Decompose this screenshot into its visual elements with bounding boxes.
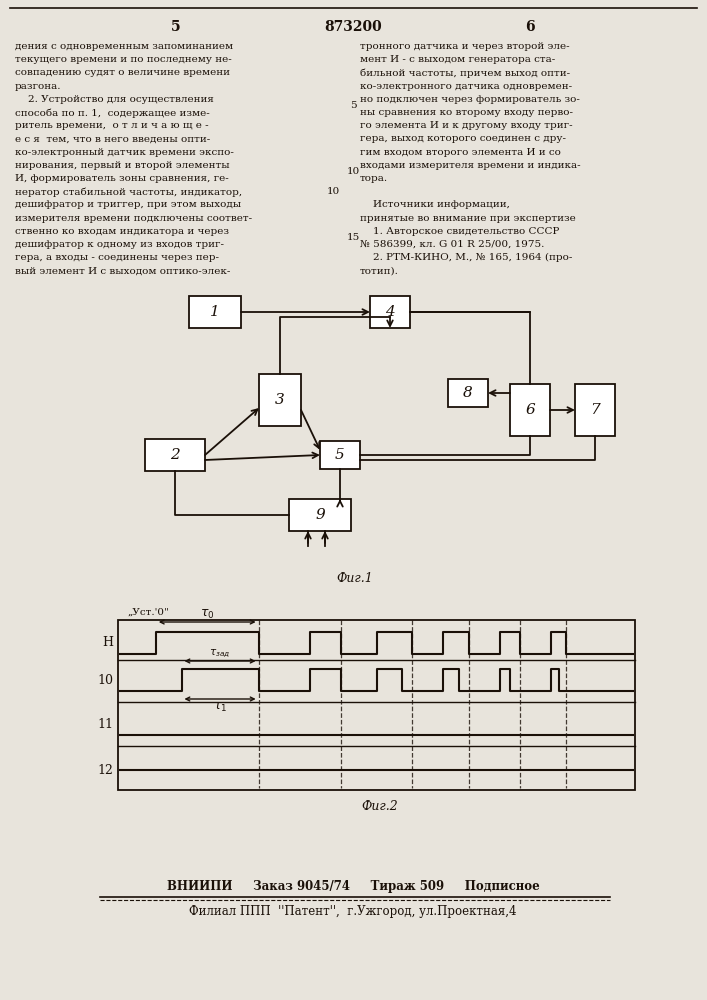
Text: 6: 6 — [525, 403, 535, 417]
Text: гим входом второго элемента И и со: гим входом второго элемента И и со — [360, 148, 561, 157]
Text: 6: 6 — [525, 20, 534, 34]
Text: совпадению судят о величине времени: совпадению судят о величине времени — [15, 68, 230, 77]
Text: текущего времени и по последнему не-: текущего времени и по последнему не- — [15, 55, 232, 64]
Text: разгона.: разгона. — [15, 82, 62, 91]
FancyBboxPatch shape — [448, 379, 488, 407]
Text: тронного датчика и через второй эле-: тронного датчика и через второй эле- — [360, 42, 570, 51]
Text: И, формирователь зоны сравнения, ге-: И, формирователь зоны сравнения, ге- — [15, 174, 229, 183]
Text: 2: 2 — [170, 448, 180, 462]
FancyBboxPatch shape — [370, 296, 410, 328]
FancyBboxPatch shape — [510, 384, 550, 436]
Text: 8: 8 — [463, 386, 473, 400]
Text: бильной частоты, причем выход опти-: бильной частоты, причем выход опти- — [360, 68, 570, 78]
Text: Н: Н — [102, 637, 113, 650]
Text: 11: 11 — [97, 718, 113, 730]
Text: 1: 1 — [210, 305, 220, 319]
Text: 10: 10 — [346, 167, 360, 176]
Text: № 586399, кл. G 01 R 25/00, 1975.: № 586399, кл. G 01 R 25/00, 1975. — [360, 240, 544, 249]
Text: ВНИИПИ     Заказ 9045/74     Тираж 509     Подписное: ВНИИПИ Заказ 9045/74 Тираж 509 Подписное — [167, 880, 539, 893]
Text: го элемента И и к другому входу триг-: го элемента И и к другому входу триг- — [360, 121, 573, 130]
Text: измерителя времени подключены соответ-: измерителя времени подключены соответ- — [15, 214, 252, 223]
Text: $\tau_0$: $\tau_0$ — [200, 608, 214, 621]
FancyBboxPatch shape — [575, 384, 615, 436]
Text: Филиал ППП  ''Патент'',  г.Ужгород, ул.Проектная,4: Филиал ППП ''Патент'', г.Ужгород, ул.Про… — [189, 905, 517, 918]
Text: $\tau_1$: $\tau_1$ — [213, 701, 227, 714]
Text: входами измерителя времени и индика-: входами измерителя времени и индика- — [360, 161, 580, 170]
Text: способа по п. 1,  содержащее изме-: способа по п. 1, содержащее изме- — [15, 108, 210, 117]
Text: 4: 4 — [385, 305, 395, 319]
FancyBboxPatch shape — [320, 441, 360, 469]
FancyBboxPatch shape — [259, 374, 301, 426]
Text: гера, а входы - соединены через пер-: гера, а входы - соединены через пер- — [15, 253, 219, 262]
Text: 1. Авторское свидетельство СССР: 1. Авторское свидетельство СССР — [360, 227, 559, 236]
Text: Фиг.1: Фиг.1 — [337, 572, 373, 585]
Text: „Уст.'0": „Уст.'0" — [128, 608, 170, 617]
Text: дения с одновременным запоминанием: дения с одновременным запоминанием — [15, 42, 233, 51]
Text: принятые во внимание при экспертизе: принятые во внимание при экспертизе — [360, 214, 575, 223]
Text: 5: 5 — [171, 20, 181, 34]
Text: 3: 3 — [275, 393, 285, 407]
Text: дешифратор и триггер, при этом выходы: дешифратор и триггер, при этом выходы — [15, 200, 241, 209]
Text: ко-электронный датчик времени экспо-: ко-электронный датчик времени экспо- — [15, 148, 234, 157]
Text: 2. РТМ-КИНО, М., № 165, 1964 (про-: 2. РТМ-КИНО, М., № 165, 1964 (про- — [360, 253, 573, 262]
Text: 9: 9 — [315, 508, 325, 522]
Text: но подключен через формирователь зо-: но подключен через формирователь зо- — [360, 95, 580, 104]
Text: 873200: 873200 — [324, 20, 382, 34]
Text: ритель времени,  о т л и ч а ю щ е -: ритель времени, о т л и ч а ю щ е - — [15, 121, 209, 130]
Text: ственно ко входам индикатора и через: ственно ко входам индикатора и через — [15, 227, 229, 236]
Text: нирования, первый и второй элементы: нирования, первый и второй элементы — [15, 161, 230, 170]
Text: тотип).: тотип). — [360, 266, 399, 275]
FancyBboxPatch shape — [145, 439, 205, 471]
Text: 5: 5 — [350, 101, 356, 110]
Text: 10: 10 — [327, 187, 340, 196]
Text: тора.: тора. — [360, 174, 388, 183]
Text: 7: 7 — [590, 403, 600, 417]
Text: дешифратор к одному из входов триг-: дешифратор к одному из входов триг- — [15, 240, 224, 249]
FancyBboxPatch shape — [289, 499, 351, 531]
Text: 5: 5 — [335, 448, 345, 462]
Text: гера, выход которого соединен с дру-: гера, выход которого соединен с дру- — [360, 134, 566, 143]
Text: $\tau_{зад}$: $\tau_{зад}$ — [209, 648, 230, 660]
Text: вый элемент И с выходом оптико-элек-: вый элемент И с выходом оптико-элек- — [15, 266, 230, 275]
Text: 12: 12 — [97, 764, 113, 776]
Text: Источники информации,: Источники информации, — [360, 200, 510, 209]
FancyBboxPatch shape — [189, 296, 241, 328]
Text: нератор стабильной частоты, индикатор,: нератор стабильной частоты, индикатор, — [15, 187, 242, 197]
Text: Фиг.2: Фиг.2 — [361, 800, 398, 813]
Text: ны сравнения ко второму входу перво-: ны сравнения ко второму входу перво- — [360, 108, 573, 117]
Text: 15: 15 — [346, 233, 360, 242]
Text: мент И - с выходом генератора ста-: мент И - с выходом генератора ста- — [360, 55, 555, 64]
Text: 10: 10 — [97, 674, 113, 686]
Text: ко-электронного датчика одновремен-: ко-электронного датчика одновремен- — [360, 82, 572, 91]
Text: 2. Устройство для осуществления: 2. Устройство для осуществления — [15, 95, 214, 104]
Text: е с я  тем, что в него введены опти-: е с я тем, что в него введены опти- — [15, 134, 210, 143]
